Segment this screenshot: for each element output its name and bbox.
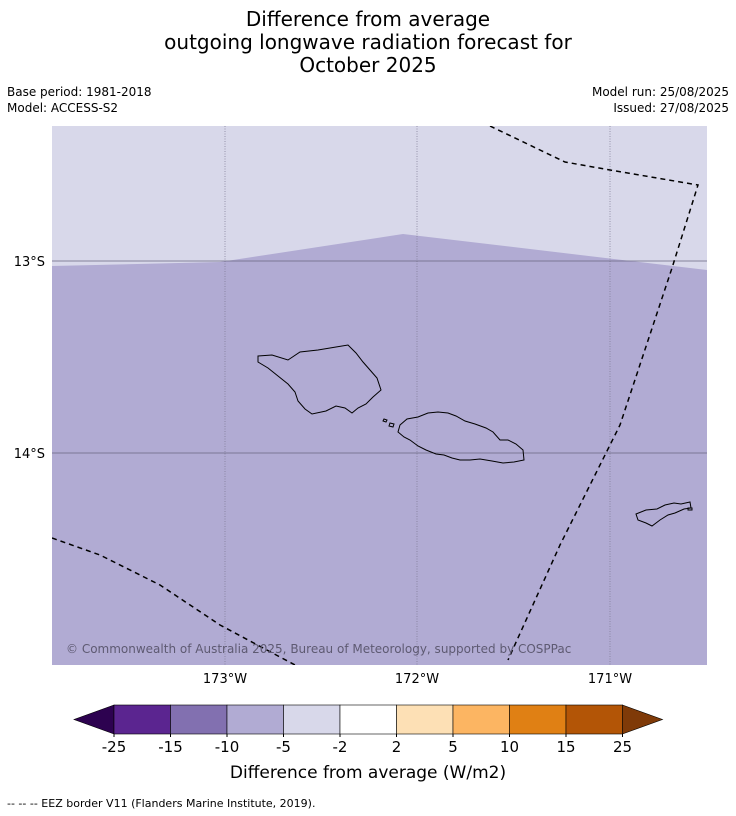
lon-label-171w: 171°W xyxy=(588,672,632,687)
colorbar-segment xyxy=(453,705,510,734)
lat-label-14s: 14°S xyxy=(14,447,45,462)
colorbar-segment xyxy=(566,705,623,734)
colorbar-segment xyxy=(114,705,171,734)
colorbar-tick-label: -15 xyxy=(158,738,183,756)
colorbar-label: Difference from average (W/m2) xyxy=(230,763,506,783)
eez-footnote: -- -- -- EEZ border V11 (Flanders Marine… xyxy=(7,797,315,811)
colorbar: -25 -15 -10 -5 -2 2 5 10 15 25 xyxy=(74,705,663,756)
colorbar-tick-label: -5 xyxy=(276,738,291,756)
lower-band-region xyxy=(52,234,707,665)
colorbar-segment xyxy=(340,705,397,734)
map-area: © Commonwealth of Australia 2025, Bureau… xyxy=(52,126,707,665)
colorbar-tick-label: 15 xyxy=(556,738,575,756)
colorbar-low-extend xyxy=(74,705,114,734)
colorbar-tick-label: -2 xyxy=(333,738,348,756)
colorbar-segment xyxy=(510,705,567,734)
colorbar-segment xyxy=(397,705,454,734)
lon-labels: 173°W 172°W 171°W xyxy=(203,672,632,687)
lat-labels: 13°S 14°S xyxy=(14,255,45,462)
colorbar-high-extend xyxy=(623,705,663,734)
colorbar-tick-label: -10 xyxy=(215,738,240,756)
lon-label-173w: 173°W xyxy=(203,672,247,687)
colorbar-tick-label: 25 xyxy=(613,738,632,756)
colorbar-segment xyxy=(227,705,284,734)
colorbar-segment xyxy=(171,705,228,734)
colorbar-tick-label: 5 xyxy=(448,738,458,756)
colorbar-tick-label: 2 xyxy=(392,738,402,756)
colorbar-tick-label: -25 xyxy=(102,738,127,756)
lat-label-13s: 13°S xyxy=(14,255,45,270)
colorbar-segment xyxy=(284,705,341,734)
colorbar-tick-label: 10 xyxy=(500,738,519,756)
lon-label-172w: 172°W xyxy=(395,672,439,687)
copyright-text: © Commonwealth of Australia 2025, Bureau… xyxy=(66,642,571,656)
